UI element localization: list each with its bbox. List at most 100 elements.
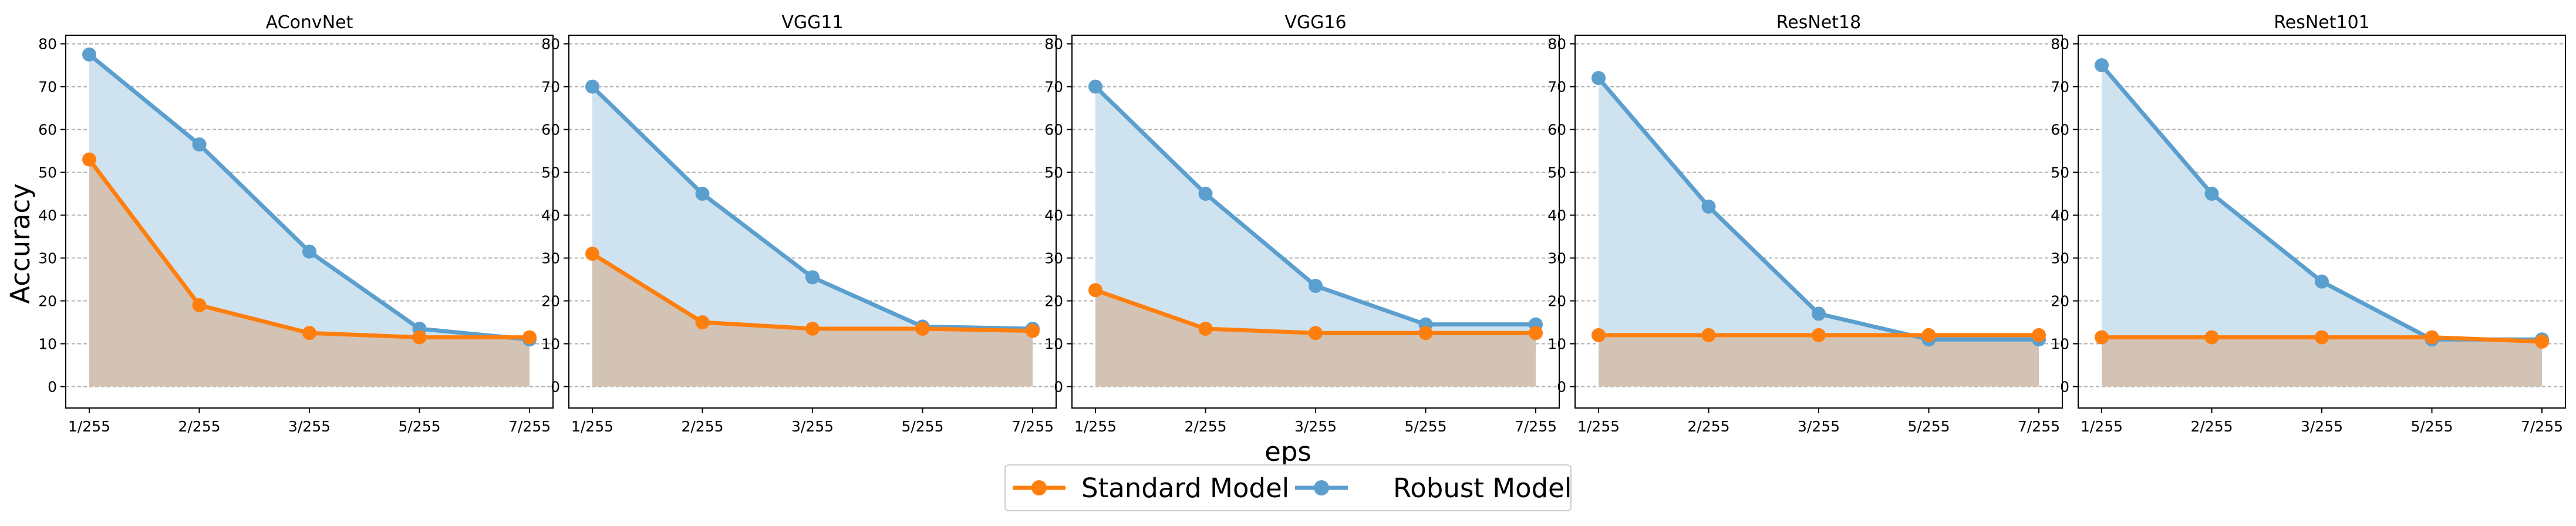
standard-point: [1812, 328, 1826, 342]
panel-aconvnet: 1/255 2/255 3/255 5/255 7/255 0 10 20 30 40 50 60 70…: [38, 12, 554, 435]
y-tick-label: 10: [2051, 336, 2069, 353]
y-tick-label: 20: [1044, 293, 1063, 310]
x-tick-label: 2/255: [681, 418, 723, 435]
robust-point: [1088, 79, 1102, 94]
y-tick-label: 80: [541, 36, 560, 53]
standard-point: [302, 326, 316, 340]
standard-point: [1418, 326, 1433, 340]
y-tick-label: 70: [38, 79, 57, 96]
y-tick-label: 30: [541, 250, 560, 267]
x-tick-label: 7/255: [508, 418, 551, 435]
robust-area: [1599, 77, 2039, 387]
robust-point: [2315, 274, 2329, 289]
x-tick-label: 5/255: [1404, 418, 1447, 435]
standard-point: [2315, 330, 2329, 345]
standard-point: [1026, 323, 1040, 338]
robust-point: [2095, 58, 2109, 73]
standard-point: [1198, 321, 1213, 336]
y-tick-label: 20: [38, 293, 57, 310]
x-tick-label: 3/255: [288, 418, 331, 435]
robust-point: [2204, 187, 2219, 201]
standard-point: [192, 298, 207, 312]
robust-point: [1701, 199, 1716, 214]
y-tick-label: 80: [2051, 36, 2069, 53]
standard-point: [1701, 328, 1716, 342]
legend-standard-marker: [1031, 480, 1047, 495]
standard-point: [412, 330, 427, 345]
x-tick-label: 3/255: [1294, 418, 1337, 435]
robust-point: [1592, 70, 1606, 85]
standard-point: [2095, 330, 2109, 345]
x-tick-label: 5/255: [1907, 418, 1950, 435]
y-tick-label: 50: [2051, 164, 2069, 181]
x-tick-label: 1/255: [1074, 418, 1117, 435]
y-tick-label: 40: [541, 207, 560, 224]
panel-title: ResNet101: [2274, 12, 2370, 33]
standard-point: [915, 321, 930, 336]
y-tick-label: 60: [38, 122, 57, 139]
y-tick-label: 0: [1557, 379, 1566, 396]
x-tick-label: 7/255: [2521, 418, 2563, 435]
y-tick-label: 80: [1044, 36, 1063, 53]
standard-area: [2102, 337, 2542, 387]
legend-standard-label: Standard Model: [1081, 473, 1289, 504]
panel-vgg16: 1/255 2/255 3/255 5/255 7/255 0 10 20 30 40 50 60 70…: [1044, 12, 1560, 435]
x-tick-label: 5/255: [398, 418, 440, 435]
panel-vgg11: 1/255 2/255 3/255 5/255 7/255 0 10 20 30 40 50 60 70…: [541, 12, 1057, 435]
y-tick-label: 50: [38, 164, 57, 181]
standard-point: [1309, 326, 1323, 340]
y-tick-label: 80: [38, 36, 57, 53]
y-tick-label: 20: [541, 293, 560, 310]
standard-area: [89, 159, 530, 387]
legend-box: [1004, 464, 1572, 511]
standard-point: [1088, 283, 1102, 298]
y-tick-label: 70: [1044, 79, 1063, 96]
y-tick-label: 30: [38, 250, 57, 267]
panel-resnet18: 1/255 2/255 3/255 5/255 7/255 0 10 20 30 40 50 60 70…: [1547, 12, 2063, 435]
x-tick-label: 2/255: [2190, 418, 2233, 435]
legend-robust-marker: [1314, 480, 1329, 495]
standard-area: [592, 254, 1033, 387]
robust-point: [302, 244, 316, 259]
standard-point: [522, 330, 537, 345]
y-tick-label: 70: [2051, 79, 2069, 96]
y-tick-label: 70: [1547, 79, 1566, 96]
standard-point: [805, 321, 820, 336]
x-tick-label: 1/255: [2081, 418, 2123, 435]
standard-point: [695, 315, 710, 330]
y-tick-label: 70: [541, 79, 560, 96]
standard-area: [1599, 335, 2039, 387]
x-tick-label: 5/255: [901, 418, 943, 435]
robust-point: [695, 187, 710, 201]
x-tick-label: 2/255: [1687, 418, 1729, 435]
x-axis-label: eps: [1265, 436, 1311, 467]
robust-area: [592, 86, 1033, 387]
x-tick-label: 1/255: [571, 418, 613, 435]
y-tick-label: 20: [2051, 293, 2069, 310]
panel-resnet101: 1/255 2/255 3/255 5/255 7/255 0 10 20 30 40 50 60 70…: [2051, 12, 2566, 435]
robust-point: [1309, 278, 1323, 293]
robust-point: [1812, 306, 1826, 321]
y-tick-label: 50: [541, 164, 560, 181]
y-tick-label: 10: [1044, 336, 1063, 353]
y-tick-label: 0: [551, 379, 560, 396]
y-tick-label: 50: [1547, 164, 1566, 181]
standard-point: [2032, 328, 2046, 342]
standard-point: [585, 247, 599, 261]
y-tick-label: 0: [2060, 379, 2069, 396]
y-tick-label: 60: [1547, 122, 1566, 139]
y-tick-label: 80: [1547, 36, 1566, 53]
robust-area: [2102, 65, 2542, 387]
x-tick-label: 3/255: [1798, 418, 1840, 435]
y-axis-label: Accuracy: [5, 183, 36, 304]
x-tick-label: 2/255: [1184, 418, 1226, 435]
standard-point: [1529, 326, 1543, 340]
standard-point: [2204, 330, 2219, 345]
x-tick-label: 1/255: [68, 418, 110, 435]
panel-title: AConvNet: [266, 12, 353, 33]
x-tick-label: 3/255: [791, 418, 834, 435]
y-tick-label: 20: [1547, 293, 1566, 310]
x-tick-label: 7/255: [2018, 418, 2060, 435]
panel-title: ResNet18: [1776, 12, 1861, 33]
robust-point: [82, 47, 96, 62]
